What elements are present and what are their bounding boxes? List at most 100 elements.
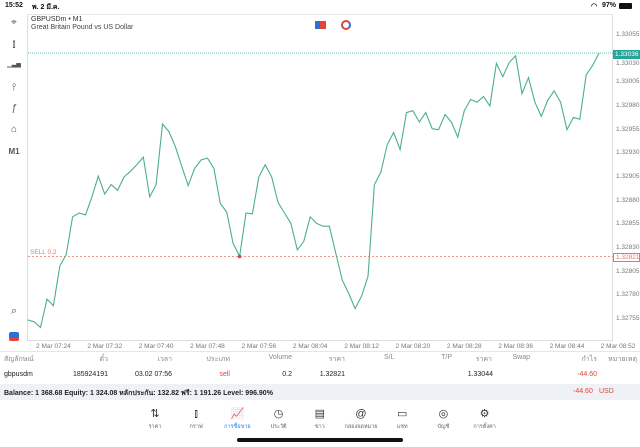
current-price-tag: 1.33036 <box>613 50 640 59</box>
y-tick-label: 1.32980 <box>616 102 640 109</box>
column-header[interactable]: Swap <box>512 354 530 361</box>
y-tick-label: 1.32805 <box>616 267 640 275</box>
cell-type: sell <box>219 371 230 378</box>
tab-label: ประวัติ <box>270 424 287 430</box>
tab-chat[interactable]: ▭ แชท <box>382 407 422 431</box>
column-header[interactable]: S/L <box>384 354 395 361</box>
y-tick-label: 1.32830 <box>616 244 640 251</box>
one-click-trading-icon[interactable] <box>315 21 326 29</box>
y-tick-label: 1.32905 <box>616 173 640 180</box>
shapes-icon[interactable]: ⌂ <box>10 124 18 135</box>
x-tick-label: 2 Mar 07:40 <box>138 343 174 350</box>
zoom-search-icon[interactable]: ⌕ <box>10 305 18 317</box>
x-tick-label: 2 Mar 08:28 <box>446 343 482 350</box>
tab-label: แชท <box>396 424 408 430</box>
order-marker[interactable] <box>237 254 242 259</box>
account-icon: ◎ <box>438 408 449 420</box>
cell-profit: -44.60 <box>577 371 597 378</box>
total-profit: -44.60 <box>573 388 593 395</box>
chart-symbol: GBPUSDm • M1 <box>31 16 83 23</box>
tab-label: บัญชี <box>437 424 450 430</box>
column-header[interactable]: ตั๋ว <box>99 356 108 363</box>
column-header[interactable]: Volume <box>268 354 292 361</box>
column-header[interactable]: สัญลักษณ์ <box>4 356 34 363</box>
column-header[interactable]: กำไร <box>581 356 597 363</box>
tab-quotes[interactable]: ⇅ ราคา <box>135 407 175 431</box>
candlesticks-icon[interactable]: ⫾ <box>12 39 16 50</box>
column-header[interactable]: ประเภท <box>206 356 230 363</box>
trade-icon: 📈 <box>230 408 245 420</box>
y-tick-label: 1.32780 <box>616 291 640 299</box>
battery-icon <box>619 3 632 9</box>
chart-icon: ⫾ <box>194 408 198 420</box>
tab-mailbox[interactable]: @ กล่องจดหมาย <box>341 407 381 431</box>
tab-history[interactable]: ◷ ประวัติ <box>259 407 299 431</box>
account-summary: Balance: 1 368.68 Equity: 1 324.08 หลักป… <box>4 390 273 397</box>
signal-icon[interactable] <box>341 20 351 30</box>
tab-chart[interactable]: ⫾ กราฟ <box>176 407 216 431</box>
column-header[interactable]: ราคา <box>328 356 345 363</box>
cell-symbol[interactable]: gbpusdm <box>4 371 33 378</box>
x-tick-label: 2 Mar 08:20 <box>395 343 431 350</box>
news-icon: ▤ <box>314 408 325 420</box>
x-tick-label: 2 Mar 07:32 <box>87 343 123 350</box>
order-line-label: SELL 0.2 <box>30 249 57 256</box>
x-tick-label: 2 Mar 08:52 <box>600 343 636 350</box>
crosshair-icon[interactable]: ⌖ <box>11 17 17 28</box>
y-tick-label: 1.33005 <box>616 78 640 86</box>
y-tick-label: 1.32755 <box>616 315 640 322</box>
x-tick-label: 2 Mar 08:36 <box>498 343 533 350</box>
broker-logo-icon[interactable] <box>9 332 19 341</box>
settings-icon: ⚙ <box>479 408 490 420</box>
currency: USD <box>599 388 614 395</box>
summary-bar <box>0 384 640 400</box>
tab-news[interactable]: ▤ ข่าว <box>300 407 340 431</box>
x-tick-label: 2 Mar 08:04 <box>292 343 328 350</box>
y-tick-label: 1.32930 <box>616 149 640 157</box>
chart-description: Great Britain Pound vs US Dollar <box>31 24 134 31</box>
tab-settings[interactable]: ⚙ การตั้งค่า <box>465 407 505 431</box>
home-indicator[interactable] <box>237 438 403 442</box>
tab-label: การซื้อขาย <box>224 424 251 430</box>
cell-time: 03.02 07:56 <box>135 371 172 378</box>
tab-label: การตั้งค่า <box>473 424 496 430</box>
x-tick-label: 2 Mar 08:12 <box>344 343 379 350</box>
column-header[interactable]: T/P <box>441 354 452 361</box>
y-tick-label: 1.33055 <box>616 31 640 38</box>
tab-label: กราฟ <box>189 424 203 430</box>
wifi-icon: ◠ <box>591 3 598 10</box>
mailbox-icon: @ <box>355 408 367 420</box>
cell-ticket: 185924191 <box>72 371 108 378</box>
column-header[interactable]: ราคา <box>475 356 492 363</box>
chart-area[interactable] <box>27 14 613 341</box>
tab-label: ราคา <box>148 424 162 430</box>
divider <box>0 351 640 352</box>
cell-open-price: 1.32821 <box>319 371 345 378</box>
tab-trade[interactable]: 📈 การซื้อขาย <box>217 407 257 431</box>
x-tick-label: 2 Mar 07:48 <box>190 343 225 350</box>
y-tick-label: 1.32880 <box>616 196 640 204</box>
battery-percent: 97% <box>602 2 617 9</box>
column-header[interactable]: เวลา <box>157 356 172 363</box>
y-tick-label: 1.32955 <box>616 125 640 133</box>
quotes-icon: ⇅ <box>150 408 160 420</box>
column-header[interactable]: หมายเหตุ <box>608 356 637 363</box>
tab-account[interactable]: ◎ บัญชี <box>423 407 463 431</box>
status-time: 15:52 <box>5 2 23 9</box>
bar-chart-icon[interactable]: ▁▃▅ <box>7 62 21 68</box>
cell-price: 1.33044 <box>467 371 493 378</box>
status-date: พ. 2 มี.ค. <box>32 4 60 11</box>
tab-label: กล่องจดหมาย <box>344 424 378 430</box>
x-tick-label: 2 Mar 07:56 <box>241 343 277 350</box>
y-tick-label: 1.33030 <box>616 60 640 67</box>
y-tick-label: 1.32855 <box>616 220 640 228</box>
order-price-tag: 1.32821 <box>613 253 640 262</box>
function-icon[interactable]: ƒ <box>11 103 17 114</box>
cell-volume: 0.2 <box>282 371 292 378</box>
history-icon: ◷ <box>273 408 284 420</box>
indicators-icon[interactable]: ⫯ <box>11 82 17 93</box>
x-tick-label: 2 Mar 08:44 <box>549 343 585 350</box>
price-line <box>27 52 600 329</box>
timeframe-button[interactable]: M1 <box>8 147 20 156</box>
